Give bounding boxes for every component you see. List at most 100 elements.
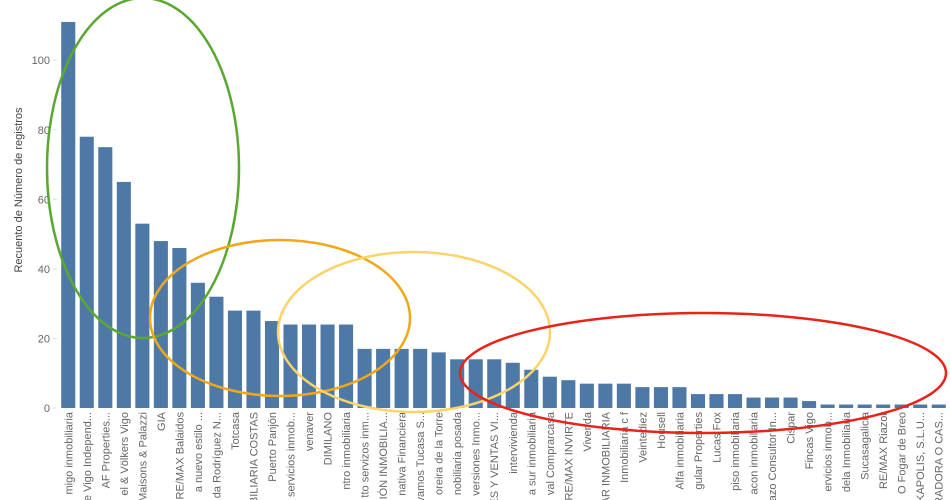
bar <box>727 394 743 408</box>
x-tick-label: e Vigo Independ... <box>82 412 94 500</box>
bar <box>542 376 557 408</box>
bar <box>598 383 613 408</box>
bar <box>857 404 872 408</box>
x-tick-label: oreira de la Torre <box>434 412 446 495</box>
x-tick-label: ES Y VENTAS VI... <box>489 412 501 500</box>
x-tick-label: Vivenda <box>582 411 594 451</box>
x-tick-label: a sur inmobiliaria <box>526 411 538 495</box>
bar <box>153 241 168 408</box>
x-tick-label: el & Völkers Vigo <box>119 412 131 496</box>
x-tick-label: IÓN INMOBILIA... <box>377 412 390 499</box>
bar <box>339 324 354 408</box>
x-tick-label: ervicios inmob... <box>823 412 835 491</box>
y-tick-label: 40 <box>38 264 50 276</box>
x-tick-label: piso inmobiliaria <box>730 411 742 491</box>
bar <box>876 404 891 408</box>
x-tick-label: RE/MAX Riazor <box>878 412 890 489</box>
green-ellipse <box>45 0 241 340</box>
bar <box>579 383 594 408</box>
x-tick-label: da Rodríguez N... <box>211 412 223 498</box>
x-tick-label: AF Properties... <box>100 412 112 488</box>
x-tick-label: O Fogar de Breo <box>897 412 909 494</box>
bar <box>394 348 409 408</box>
x-tick-label: migo inmobiliaria <box>63 411 75 494</box>
x-tick-label: Alfa inmobiliaria <box>674 411 686 490</box>
x-tick-label: Totcasa <box>230 411 242 450</box>
y-tick-label: 80 <box>38 125 50 137</box>
x-tick-label: val Comprarcasa <box>545 411 557 495</box>
x-tick-label: nobiliaria posada <box>452 411 464 495</box>
bar <box>672 387 687 408</box>
bar <box>61 21 76 409</box>
x-tick-label: ntro inmobiliaria <box>341 411 353 490</box>
x-tick-label: nativa Financiera <box>397 411 409 496</box>
yellow-ellipse <box>276 250 552 414</box>
x-tick-label: servicios inmob... <box>286 412 298 497</box>
bar <box>709 394 724 408</box>
y-tick-label: 0 <box>44 403 50 415</box>
bar <box>561 380 576 408</box>
bar <box>116 181 131 408</box>
bar <box>320 324 335 408</box>
x-tick-label: Maisons & Palazzi <box>137 412 149 500</box>
x-tick-label: Sucasagalicia <box>860 411 872 480</box>
bar <box>616 383 631 408</box>
x-tick-label: versiones Inmo... <box>471 412 483 496</box>
bar <box>376 348 391 408</box>
bar <box>209 296 224 408</box>
x-tick-label: AR INMOBILIARIA <box>600 411 612 500</box>
bar <box>431 352 446 408</box>
red-ellipse <box>458 311 948 435</box>
y-tick-label: 20 <box>38 333 50 345</box>
x-tick-label: Puerto Panjón <box>267 412 279 482</box>
x-tick-label: Veintediez <box>637 412 649 463</box>
x-tick-label: RE/MAX INVIRTE <box>563 412 575 500</box>
x-tick-label: BILIARIA COSTAS <box>248 412 260 500</box>
bar <box>172 248 187 408</box>
bar <box>98 147 113 408</box>
bar <box>413 348 428 408</box>
bar <box>746 397 761 408</box>
x-tick-label: GIA <box>156 411 168 431</box>
x-tick-label: acon inmobiliaria <box>749 411 761 494</box>
bar <box>227 310 242 408</box>
bar <box>913 404 928 408</box>
x-tick-label: vamos Tucasa S... <box>415 412 427 500</box>
x-tick-label: gular Properties <box>693 412 705 490</box>
x-tick-label: Housell <box>656 412 668 449</box>
annotations <box>45 0 948 435</box>
bar <box>524 369 539 408</box>
x-tick-label: tto servizos inm... <box>360 412 372 498</box>
x-tick-label: intervivienda <box>508 411 520 474</box>
x-tick-label: venaver <box>304 412 316 451</box>
x-tick-label: RE/MAX Balaidos <box>174 412 186 500</box>
bar <box>839 404 854 408</box>
x-tick-label: TRADORA O CAS... <box>934 412 946 500</box>
y-tick-label: 100 <box>32 55 50 67</box>
bar <box>635 387 650 408</box>
x-tick-label: Cispar <box>786 412 798 444</box>
x-tick-label: azo Consultor In... <box>767 412 779 500</box>
x-tick-label: Fincas Vigo <box>804 412 816 469</box>
x-tick-label: Inmobiliaria c f <box>619 411 631 483</box>
x-tick-label: dela Inmobiliaria <box>841 411 853 492</box>
y-axis-title: Recuento de Número de registros <box>13 107 25 273</box>
x-tick-label: a nuevo estilo ... <box>193 412 205 492</box>
bar <box>505 362 520 408</box>
bar <box>653 387 668 408</box>
bar <box>301 324 317 408</box>
bar <box>765 397 780 408</box>
x-tick-label: SKAPOLIS, S.L.U... <box>915 412 927 500</box>
bar <box>79 136 94 409</box>
bar <box>820 404 835 408</box>
bar <box>246 310 261 408</box>
y-tick-label: 60 <box>38 194 50 206</box>
bar <box>690 394 706 408</box>
bar <box>783 397 798 408</box>
bar <box>135 223 150 408</box>
bar <box>931 404 946 408</box>
orange-ellipse <box>148 238 412 398</box>
bar <box>802 401 817 408</box>
x-tick-label: Lucas Fox <box>711 412 723 463</box>
